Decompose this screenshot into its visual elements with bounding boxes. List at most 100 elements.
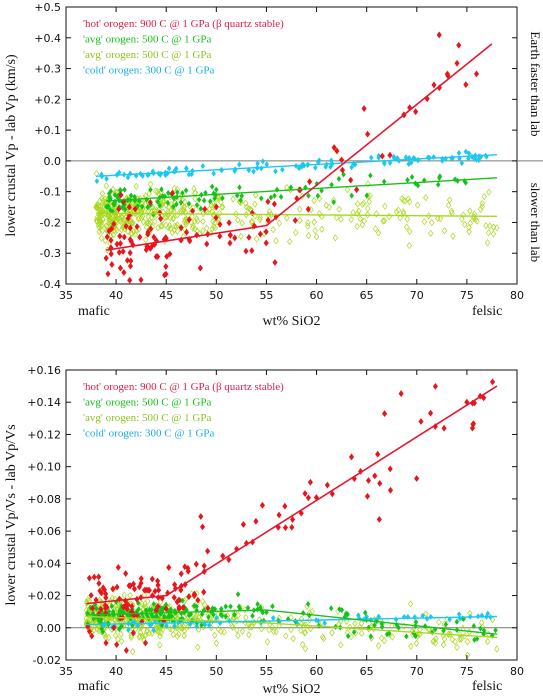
data-point-avg2	[215, 625, 222, 633]
data-point-avg2	[167, 625, 173, 633]
data-point-hot	[149, 242, 155, 250]
data-point-avg2	[358, 619, 365, 627]
data-point-hot	[253, 517, 259, 525]
data-point-avg2	[235, 611, 241, 619]
data-point-avg2	[389, 633, 396, 641]
data-point-avg2	[243, 613, 249, 622]
data-point-avg2	[162, 213, 168, 222]
y-tick-label: +0.16	[27, 364, 61, 377]
plot-frame	[65, 6, 518, 285]
data-point-avg2	[172, 222, 178, 230]
data-point-avg2	[477, 205, 484, 213]
data-point-avg2	[361, 217, 367, 225]
data-point-avg2	[210, 217, 216, 226]
data-point-avg2	[174, 227, 181, 235]
data-point-hot	[263, 228, 269, 236]
data-point-hot	[121, 198, 127, 205]
data-point-avg	[111, 201, 116, 208]
data-point-avg2	[238, 198, 244, 207]
trend-line-avg	[106, 177, 497, 202]
data-point-avg	[171, 203, 176, 210]
data-point-hot	[414, 475, 420, 482]
data-point-avg2	[484, 637, 491, 646]
data-point-avg	[232, 611, 237, 618]
data-point-avg2	[494, 224, 500, 232]
data-point-avg	[306, 192, 311, 199]
data-point-avg2	[425, 212, 432, 220]
data-point-avg2	[204, 224, 210, 232]
data-point-hot	[490, 378, 496, 386]
data-point-avg	[339, 606, 345, 613]
data-point-avg2	[287, 238, 293, 246]
data-point-hot	[91, 573, 97, 581]
data-point-avg2	[112, 631, 119, 639]
y-tick-label: +0.4	[34, 32, 61, 45]
data-point-hot	[155, 253, 161, 260]
data-point-avg2	[92, 619, 98, 627]
data-point-avg	[372, 622, 377, 629]
data-point-avg2	[167, 214, 173, 222]
data-point-hot	[93, 596, 99, 604]
data-point-cold	[166, 165, 172, 172]
data-point-avg2	[319, 619, 325, 627]
data-point-avg2	[144, 219, 150, 227]
data-point-avg2	[356, 207, 362, 215]
data-point-avg2	[249, 623, 255, 631]
felsic-label: felsic	[472, 304, 502, 319]
data-point-avg2	[386, 212, 392, 221]
data-point-avg	[128, 192, 134, 199]
data-point-hot	[227, 231, 233, 239]
data-point-avg2	[425, 625, 432, 633]
data-point-avg2	[446, 630, 452, 638]
data-point-hot	[441, 424, 447, 432]
data-point-avg2	[192, 225, 198, 233]
data-point-hot	[424, 95, 430, 103]
data-point-hot	[249, 209, 255, 217]
data-point-avg2	[319, 213, 325, 221]
data-point-avg	[211, 611, 216, 618]
series-hot-points	[103, 31, 480, 284]
data-point-cold	[186, 171, 192, 178]
legend: 'hot' orogen: 900 C @ 1 GPa (β quartz st…	[83, 18, 284, 77]
data-point-hot	[202, 205, 208, 213]
data-point-avg	[255, 606, 260, 613]
data-point-avg	[437, 173, 443, 180]
data-point-cold	[391, 153, 397, 160]
data-point-avg2	[212, 219, 218, 227]
data-point-avg2	[133, 227, 140, 235]
data-point-hot	[137, 233, 143, 241]
data-point-avg2	[181, 203, 187, 211]
data-point-avg	[157, 616, 162, 623]
data-point-avg	[472, 636, 477, 643]
data-point-avg2	[355, 200, 361, 208]
data-point-hot	[227, 239, 233, 247]
data-point-avg2	[201, 601, 208, 609]
data-point-hot	[116, 248, 122, 256]
data-point-avg2	[485, 229, 492, 237]
data-point-avg2	[400, 208, 406, 216]
data-point-hot	[128, 257, 134, 265]
x-tick-label: 55	[259, 289, 273, 302]
data-point-avg2	[430, 638, 436, 646]
data-point-avg2	[400, 209, 407, 218]
data-point-avg2	[347, 623, 353, 631]
data-point-avg2	[113, 224, 119, 233]
data-point-hot	[120, 248, 126, 255]
data-point-hot	[348, 453, 355, 461]
data-point-hot	[120, 603, 127, 611]
data-point-avg	[288, 184, 294, 191]
data-point-hot	[103, 254, 109, 262]
data-point-hot	[276, 511, 282, 519]
legend-entry-avg: 'avg' orogen: 500 C @ 1 GPa	[83, 397, 211, 409]
data-point-cold	[322, 620, 327, 627]
data-point-avg2	[136, 633, 142, 641]
data-point-avg2	[381, 217, 387, 225]
data-point-avg2	[138, 214, 145, 222]
data-point-avg	[186, 200, 192, 207]
data-point-hot	[213, 214, 219, 222]
data-point-cold	[271, 615, 276, 622]
data-point-avg	[368, 172, 373, 179]
data-point-avg2	[364, 211, 371, 219]
legend-entry-hot: 'hot' orogen: 900 C @ 1 GPa (β quartz st…	[83, 381, 284, 393]
data-point-avg2	[84, 598, 90, 606]
